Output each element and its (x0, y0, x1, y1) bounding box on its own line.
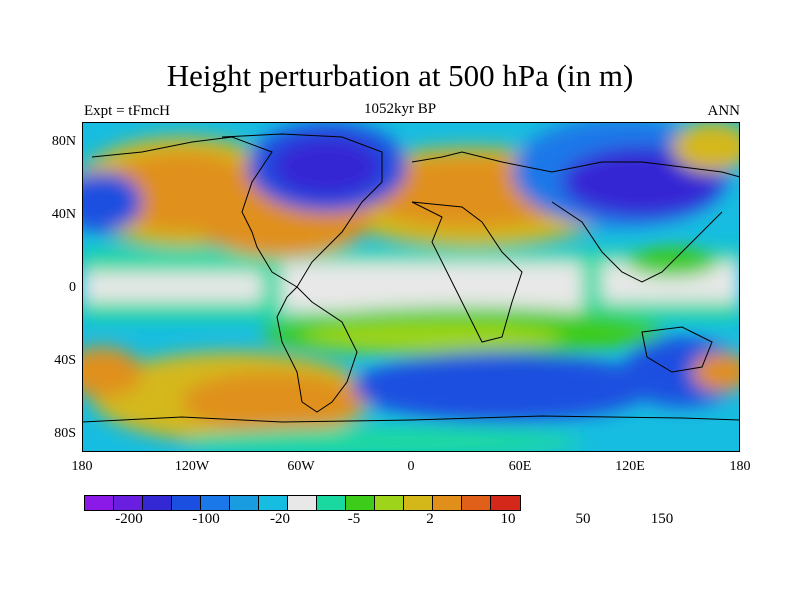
lat-label-40n: 40N (51, 207, 76, 222)
lon-label-60e: 60E (508, 459, 532, 474)
colorbar-label: -200 (115, 511, 143, 527)
colorbar-label: 50 (575, 511, 591, 527)
contour-fill (82, 122, 740, 452)
colorbar-box (230, 496, 259, 510)
colorbar-box (462, 496, 491, 510)
lat-label-80n: 80N (51, 134, 76, 149)
colorbar-box (491, 496, 520, 510)
colorbar-label: -100 (192, 511, 220, 527)
lat-label-0: 0 (69, 280, 76, 295)
colorbar-box (404, 496, 433, 510)
colorbar-box (288, 496, 317, 510)
colorbar-label: 150 (650, 511, 674, 527)
lon-label-180w: 180 (71, 459, 93, 474)
season-label: ANN (707, 103, 741, 119)
lon-label-120e: 120E (615, 459, 645, 474)
colorbar-box (143, 496, 172, 510)
lat-label-80s: 80S (54, 426, 76, 441)
colorbar-box (201, 496, 230, 510)
experiment-label: Expt = tFmcH (84, 103, 170, 119)
colorbar-label: -5 (347, 511, 361, 527)
colorbar-box (85, 496, 114, 510)
colorbar-box (375, 496, 404, 510)
plot-title: Height perturbation at 500 hPa (in m) (166, 58, 634, 93)
colorbar-box (317, 496, 346, 510)
colorbar-label: 2 (426, 511, 434, 527)
colorbar (84, 495, 521, 511)
colorbar-box (259, 496, 288, 510)
colorbar-box (172, 496, 201, 510)
height-field-map (82, 122, 740, 452)
map-panel (82, 122, 740, 452)
colorbar-label: 10 (500, 511, 516, 527)
lon-label-60w: 60W (287, 459, 315, 474)
colorbar-box (114, 496, 143, 510)
coastlines (82, 133, 740, 423)
lat-label-40s: 40S (54, 353, 76, 368)
lon-label-0: 0 (407, 459, 415, 474)
lon-label-180e: 180 (729, 459, 751, 474)
lon-label-120w: 120W (174, 459, 210, 474)
colorbar-box (433, 496, 462, 510)
colorbar-box (346, 496, 375, 510)
time-label: 1052kyr BP (363, 101, 437, 117)
map-border (82, 122, 740, 452)
colorbar-label: -20 (270, 511, 290, 527)
